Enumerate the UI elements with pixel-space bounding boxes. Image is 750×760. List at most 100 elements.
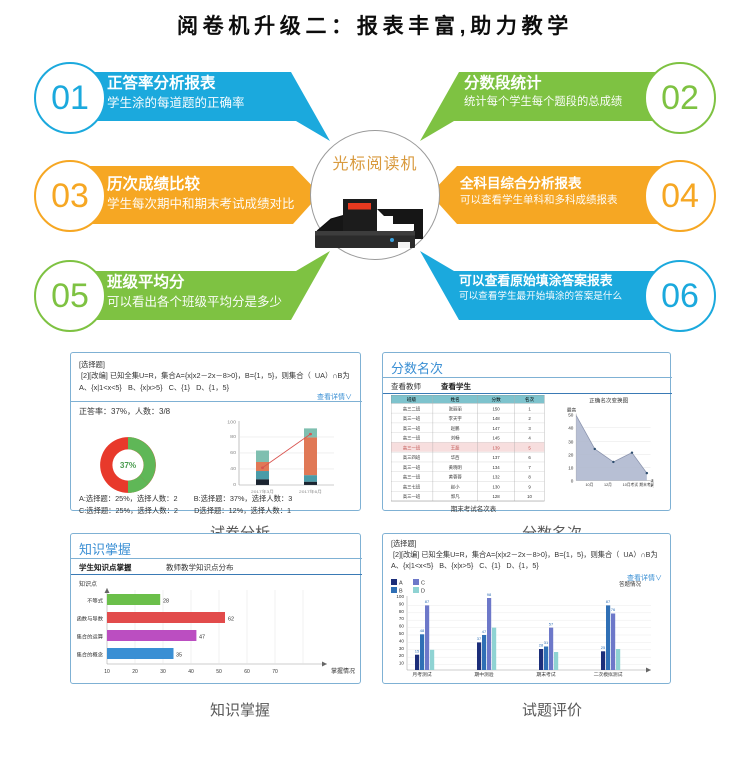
svg-text:高三一班: 高三一班: [403, 425, 421, 432]
svg-text:15: 15: [415, 649, 420, 654]
svg-text:12月: 12月: [604, 482, 612, 487]
svg-text:期中测验: 期中测验: [474, 671, 493, 678]
svg-text:128: 128: [492, 494, 500, 499]
svg-text:6: 6: [528, 455, 531, 460]
svg-text:132: 132: [492, 475, 500, 480]
svg-text:1: 1: [528, 406, 531, 411]
svg-text:高三一班: 高三一班: [403, 415, 421, 422]
svg-text:华西: 华西: [451, 454, 460, 461]
svg-text:集合的概念: 集合的概念: [77, 651, 104, 659]
svg-text:87: 87: [606, 599, 611, 604]
svg-text:40: 40: [230, 466, 236, 471]
svg-text:10月: 10月: [585, 482, 593, 487]
svg-text:80: 80: [399, 609, 405, 614]
svg-text:30: 30: [160, 669, 166, 675]
svg-text:D: D: [421, 589, 425, 595]
svg-text:张丽丽: 张丽丽: [449, 405, 463, 412]
svg-text:40: 40: [399, 638, 405, 643]
svg-text:时间段: 时间段: [651, 482, 654, 488]
svg-text:100: 100: [396, 594, 404, 599]
svg-text:3: 3: [528, 426, 531, 431]
svg-text:148: 148: [492, 416, 500, 421]
svg-text:赵小: 赵小: [451, 483, 460, 490]
svg-text:20: 20: [399, 653, 405, 658]
svg-text:刘畅: 刘畅: [451, 435, 460, 442]
svg-text:黄晓明: 黄晓明: [449, 464, 463, 471]
svg-text:集合的运算: 集合的运算: [77, 633, 104, 641]
svg-text:150: 150: [492, 406, 500, 411]
svg-text:48: 48: [420, 628, 425, 633]
svg-text:80: 80: [230, 434, 236, 439]
svg-text:C: C: [421, 581, 425, 587]
svg-text:60: 60: [399, 624, 405, 629]
svg-text:139: 139: [492, 445, 500, 450]
svg-text:50: 50: [568, 412, 574, 417]
svg-text:高三一班: 高三一班: [403, 435, 421, 442]
svg-text:二次模拟测试: 二次模拟测试: [594, 671, 623, 678]
svg-text:30: 30: [568, 439, 574, 444]
svg-text:高三七班: 高三七班: [403, 483, 421, 490]
svg-text:2017年6月: 2017年6月: [299, 489, 322, 495]
svg-text:57: 57: [549, 621, 554, 626]
svg-text:98: 98: [487, 592, 492, 597]
svg-text:知识点: 知识点: [79, 580, 97, 588]
svg-text:31: 31: [544, 640, 549, 645]
svg-text:高三二班: 高三二班: [403, 405, 421, 412]
svg-text:7: 7: [528, 465, 531, 470]
svg-text:60: 60: [244, 669, 250, 675]
svg-text:20: 20: [568, 452, 574, 457]
svg-text:37: 37: [477, 636, 482, 641]
svg-text:0: 0: [571, 478, 574, 483]
svg-text:赵鹏: 赵鹏: [451, 425, 460, 432]
svg-text:62: 62: [228, 617, 234, 623]
svg-text:50: 50: [216, 669, 222, 675]
svg-text:87: 87: [425, 599, 430, 604]
svg-text:0: 0: [233, 482, 236, 487]
svg-text:高三一班: 高三一班: [403, 464, 421, 471]
svg-text:100: 100: [227, 420, 236, 425]
svg-text:月考测试: 月考测试: [412, 671, 431, 678]
svg-text:2: 2: [528, 416, 531, 421]
svg-text:147: 147: [492, 426, 500, 431]
svg-text:答题情况: 答题情况: [619, 580, 642, 588]
svg-text:A: A: [399, 581, 403, 587]
svg-text:28: 28: [163, 599, 169, 605]
svg-text:90: 90: [399, 601, 405, 606]
svg-text:姓名: 姓名: [451, 396, 460, 403]
svg-text:47: 47: [199, 635, 205, 641]
svg-text:145: 145: [492, 436, 500, 441]
svg-text:10月考试: 10月考试: [623, 482, 639, 487]
svg-text:不等式: 不等式: [87, 597, 104, 605]
svg-text:47: 47: [482, 629, 487, 634]
svg-text:李天宇: 李天宇: [449, 415, 463, 422]
svg-text:35: 35: [176, 653, 182, 659]
svg-text:25: 25: [601, 645, 606, 650]
svg-text:76: 76: [611, 607, 616, 612]
svg-text:郭凡: 郭凡: [451, 493, 460, 500]
svg-text:60: 60: [230, 450, 236, 455]
svg-text:10: 10: [527, 494, 532, 499]
svg-text:70: 70: [272, 669, 278, 675]
svg-text:班级: 班级: [407, 396, 417, 403]
svg-text:黄蓉蓉: 黄蓉蓉: [449, 474, 463, 481]
svg-text:20: 20: [132, 669, 138, 675]
svg-text:50: 50: [399, 631, 405, 636]
svg-text:高三一班: 高三一班: [403, 444, 421, 451]
svg-text:10: 10: [399, 661, 405, 666]
svg-text:高三四班: 高三四班: [403, 454, 421, 461]
svg-text:130: 130: [492, 484, 500, 489]
svg-text:134: 134: [492, 465, 500, 470]
svg-text:正确名次变换图: 正确名次变换图: [589, 396, 628, 404]
svg-text:70: 70: [399, 616, 405, 621]
svg-text:137: 137: [492, 455, 500, 460]
svg-text:掌握情况: 掌握情况: [331, 667, 355, 675]
svg-text:高三一班: 高三一班: [403, 474, 421, 481]
svg-text:4: 4: [528, 436, 531, 441]
svg-text:10: 10: [104, 669, 110, 675]
svg-text:8: 8: [528, 475, 531, 480]
svg-text:分数: 分数: [491, 396, 501, 403]
svg-text:期末考试: 期末考试: [536, 671, 555, 678]
svg-text:37%: 37%: [120, 461, 137, 470]
svg-text:30: 30: [399, 646, 405, 651]
svg-text:40: 40: [188, 669, 194, 675]
